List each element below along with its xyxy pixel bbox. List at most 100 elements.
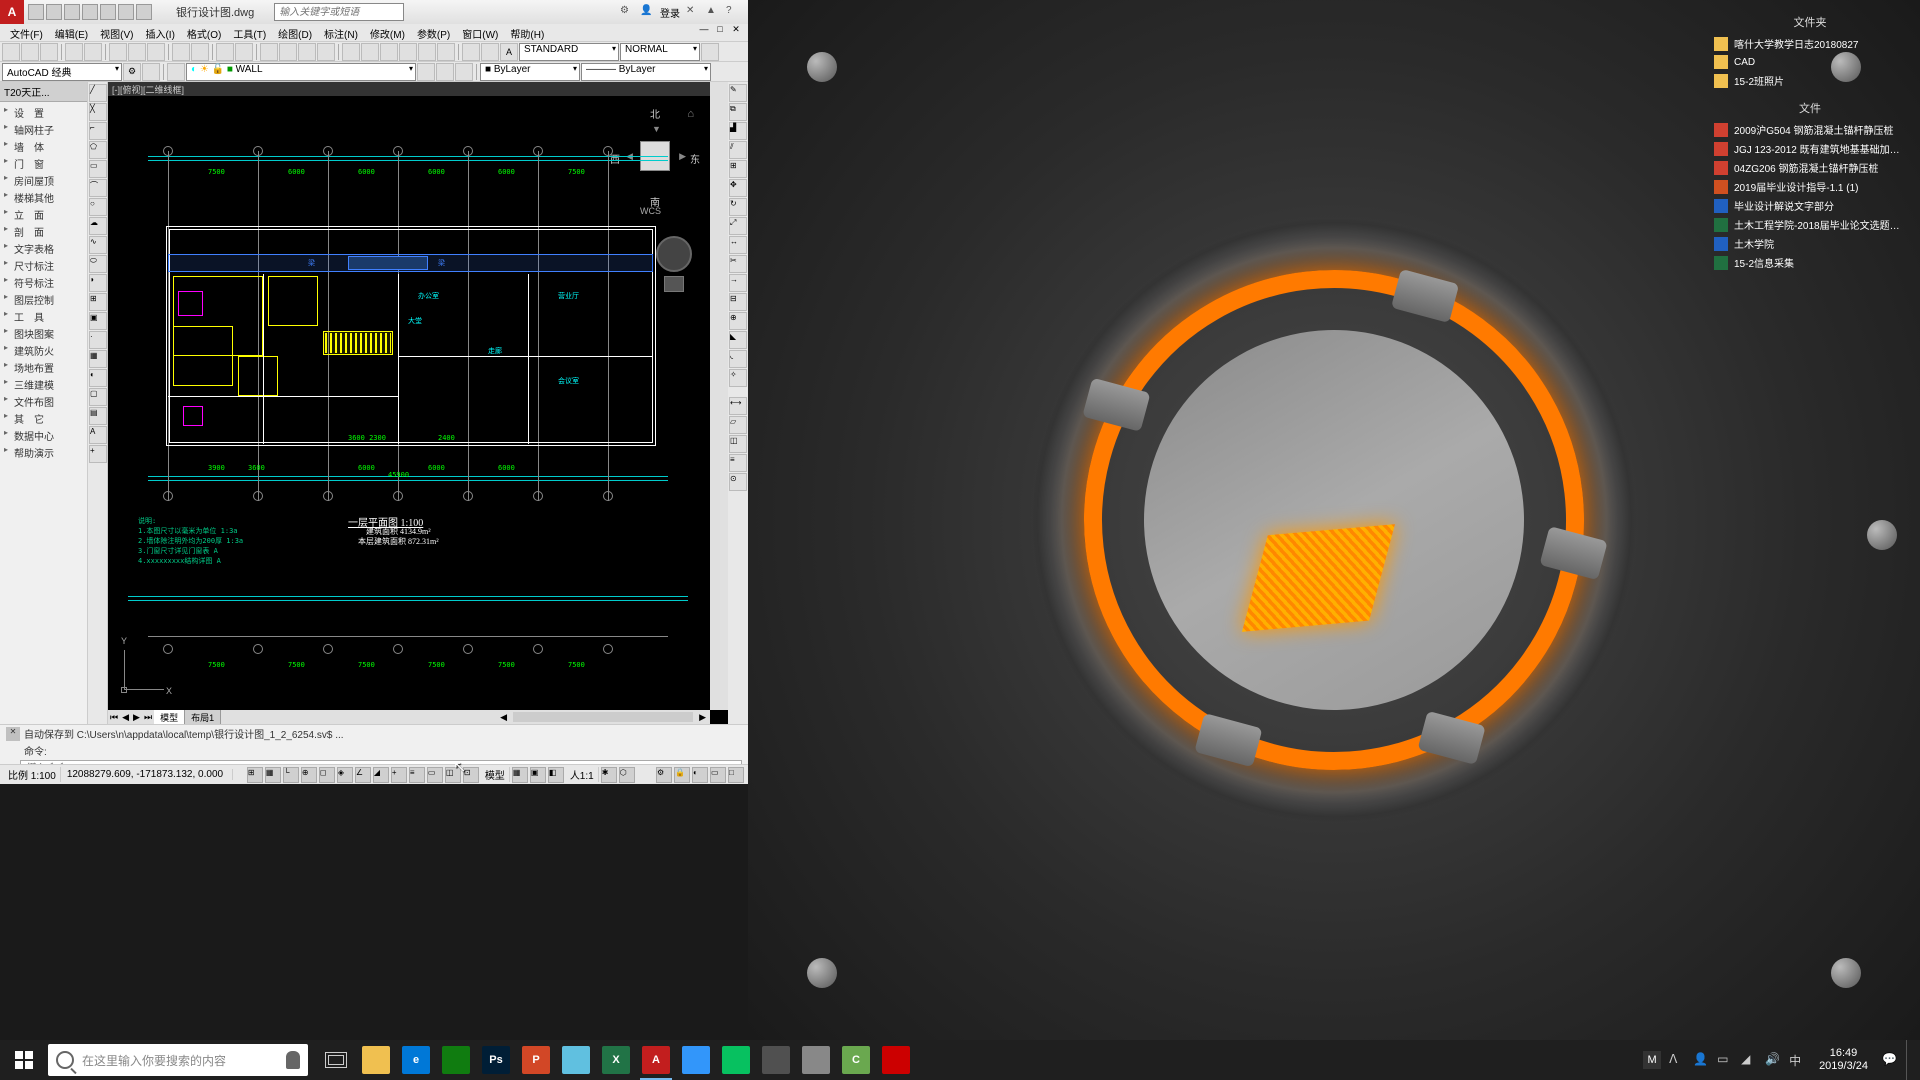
home-icon[interactable]: ⌂ — [687, 108, 694, 120]
panel-item[interactable]: 门 窗 — [0, 155, 87, 172]
fillet-icon[interactable]: ◟ — [729, 350, 747, 368]
tab-last-icon[interactable]: ⏭ — [142, 712, 154, 723]
toolpalette-icon[interactable] — [380, 43, 398, 61]
ellipse-icon[interactable]: ⬭ — [89, 255, 107, 273]
status-annot2-icon[interactable]: ⬡ — [619, 767, 635, 783]
dyn-icon[interactable]: + — [391, 767, 407, 783]
panel-item[interactable]: 轴网柱子 — [0, 121, 87, 138]
help-search-input[interactable] — [274, 3, 404, 21]
taskbar-app-dingtalk[interactable] — [676, 1040, 716, 1080]
ortho-icon[interactable]: └ — [283, 767, 299, 783]
workspace-dropdown[interactable]: AutoCAD 经典 — [2, 63, 122, 81]
save-icon[interactable] — [64, 4, 80, 20]
otrack-icon[interactable]: ∠ — [355, 767, 371, 783]
explode-icon[interactable]: ✧ — [729, 369, 747, 387]
polygon-icon[interactable]: ⬠ — [89, 141, 107, 159]
redo-icon[interactable] — [235, 43, 253, 61]
tab-first-icon[interactable]: ⏮ — [108, 712, 120, 723]
menu-F[interactable]: 文件(F) — [4, 24, 49, 41]
menu-V[interactable]: 视图(V) — [94, 24, 139, 41]
open-icon[interactable] — [46, 4, 62, 20]
help-icon[interactable]: ? — [726, 5, 740, 19]
ducs-icon[interactable]: ◢ — [373, 767, 389, 783]
match-icon[interactable] — [172, 43, 190, 61]
desktop-file-item[interactable]: 2009沪G504 钢筋混凝土锚杆静压桩 — [1710, 120, 1910, 139]
hatch-icon[interactable]: ▦ — [89, 350, 107, 368]
show-desktop-button[interactable] — [1906, 1040, 1912, 1080]
status-iso-icon[interactable]: ▭ — [710, 767, 726, 783]
xline-icon[interactable]: ╳ — [89, 103, 107, 121]
taskbar-app-powerpoint[interactable]: P — [516, 1040, 556, 1080]
print-icon[interactable] — [65, 43, 83, 61]
panel-item[interactable]: 立 面 — [0, 206, 87, 223]
block-icon[interactable]: ▣ — [89, 312, 107, 330]
panel-item[interactable]: 建筑防火 — [0, 342, 87, 359]
task-view-button[interactable] — [316, 1040, 356, 1080]
id-icon[interactable]: ⊙ — [729, 473, 747, 491]
rectangle-icon[interactable]: ▭ — [89, 160, 107, 178]
qp-icon[interactable]: ◫ — [445, 767, 461, 783]
menu-M[interactable]: 修改(M) — [364, 24, 411, 41]
gradient-icon[interactable]: ◐ — [89, 369, 107, 387]
desktop-file-item[interactable]: JGJ 123-2012 既有建筑地基基础加固技... — [1710, 139, 1910, 158]
sc-icon[interactable]: ⊡ — [463, 767, 479, 783]
status-max-icon[interactable]: ▣ — [530, 767, 546, 783]
cut-icon[interactable] — [109, 43, 127, 61]
move-icon[interactable]: ✥ — [729, 179, 747, 197]
desktop-file-item[interactable]: 15-2信息采集 — [1710, 253, 1910, 272]
list-icon[interactable]: ≡ — [729, 454, 747, 472]
menu-E[interactable]: 编辑(E) — [49, 24, 94, 41]
steering-wheel-icon[interactable] — [656, 236, 692, 272]
panel-item[interactable]: 工 具 — [0, 308, 87, 325]
point-icon[interactable]: · — [89, 331, 107, 349]
text-style-dropdown[interactable]: STANDARD — [519, 43, 619, 61]
3dosnap-icon[interactable]: ◈ — [337, 767, 353, 783]
status-qv-icon[interactable]: ◧ — [548, 767, 564, 783]
layer-dropdown[interactable]: ◐ ☀ 🔓 ■ WALL — [186, 63, 416, 81]
stretch-icon[interactable]: ↔ — [729, 236, 747, 254]
menu-P[interactable]: 参数(P) — [411, 24, 456, 41]
drawing-canvas[interactable]: [-][俯视][二维线框] ⏮ ◀ ▶ ⏭ 模型 布局1 ◀ ▶ ⌂ 北 西 — [108, 82, 728, 724]
ellipse-arc-icon[interactable]: ◗ — [89, 274, 107, 292]
tab-model[interactable]: 模型 — [154, 710, 185, 724]
polar-icon[interactable]: ⊕ — [301, 767, 317, 783]
copy-icon[interactable] — [128, 43, 146, 61]
viewport-label[interactable]: [-][俯视][二维线框] — [108, 82, 710, 96]
layer-match-icon[interactable] — [436, 63, 454, 81]
panel-item[interactable]: 场地布置 — [0, 359, 87, 376]
panel-item[interactable]: 房间屋顶 — [0, 172, 87, 189]
array-icon[interactable]: ⊞ — [729, 160, 747, 178]
paste-icon[interactable] — [147, 43, 165, 61]
menu-W[interactable]: 窗口(W) — [456, 24, 504, 41]
insert-icon[interactable]: ⊞ — [89, 293, 107, 311]
desktop-file-item[interactable]: 土木学院 — [1710, 234, 1910, 253]
taskbar-app-file-explorer[interactable] — [356, 1040, 396, 1080]
desktop-file-item[interactable]: 15-2班照片 — [1710, 71, 1910, 90]
menu-H[interactable]: 帮助(H) — [504, 24, 550, 41]
close-button[interactable]: ✕ — [728, 24, 744, 38]
status-model[interactable]: 模型 — [481, 767, 510, 782]
autodesk-icon[interactable]: ▲ — [706, 5, 720, 19]
status-grid2-icon[interactable]: ▦ — [512, 767, 528, 783]
snap-icon[interactable]: ⊞ — [247, 767, 263, 783]
table2-icon[interactable]: ▤ — [89, 407, 107, 425]
rotate-icon[interactable]: ↻ — [729, 198, 747, 216]
region-icon[interactable]: ▢ — [89, 388, 107, 406]
saveas-icon[interactable] — [82, 4, 98, 20]
redo-icon[interactable] — [136, 4, 152, 20]
login-label[interactable]: 登录 — [660, 5, 680, 20]
mic-icon[interactable] — [286, 1051, 300, 1069]
desktop-file-item[interactable]: 毕业设计解说文字部分 — [1710, 196, 1910, 215]
chamfer-icon[interactable]: ◣ — [729, 331, 747, 349]
taskbar-app-calculator[interactable] — [756, 1040, 796, 1080]
pan-icon[interactable] — [260, 43, 278, 61]
block-icon[interactable] — [191, 43, 209, 61]
tab-prev-icon[interactable]: ◀ — [120, 712, 131, 723]
spline-icon[interactable]: ∿ — [89, 236, 107, 254]
taskbar-app-recorder[interactable] — [876, 1040, 916, 1080]
hscroll-right-icon[interactable]: ▶ — [695, 712, 710, 723]
desktop-file-item[interactable]: 04ZG206 钢筋混凝土锚杆静压桩 — [1710, 158, 1910, 177]
taskbar-app-edge[interactable]: e — [396, 1040, 436, 1080]
desktop-file-item[interactable]: 土木工程学院-2018届毕业论文选题汇总... — [1710, 215, 1910, 234]
scale-icon[interactable]: ⤢ — [729, 217, 747, 235]
